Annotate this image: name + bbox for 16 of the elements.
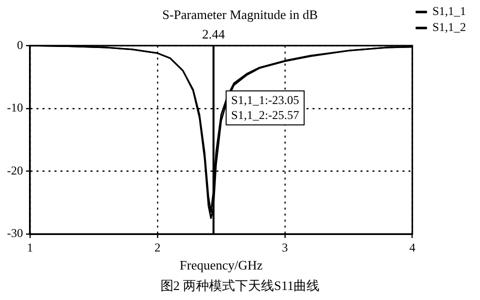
y-tick-label: -10	[6, 100, 23, 115]
y-tick-label: 0	[16, 38, 23, 52]
y-tick-label: -20	[6, 163, 23, 178]
ref-line-label: 2.44	[202, 26, 226, 42]
annotation: S1,1_2:-25.57	[231, 108, 300, 122]
x-axis-title: Frequency/GHz	[180, 258, 263, 273]
chart-title: S-Parameter Magnitude in dB	[162, 7, 318, 22]
annotation: S1,1_1:-23.05	[231, 92, 300, 107]
caption: 图2 两种模式下天线S11曲线	[159, 277, 321, 295]
x-tick-label: 4	[409, 240, 416, 254]
y-tick-label: -30	[6, 226, 23, 240]
legend-label: S1,1_2	[432, 20, 466, 34]
x-tick-label: 2	[154, 240, 160, 254]
x-tick-label: 1	[26, 240, 33, 254]
legend-label: S1,1_1	[432, 4, 466, 18]
x-tick-label: 3	[282, 240, 288, 254]
